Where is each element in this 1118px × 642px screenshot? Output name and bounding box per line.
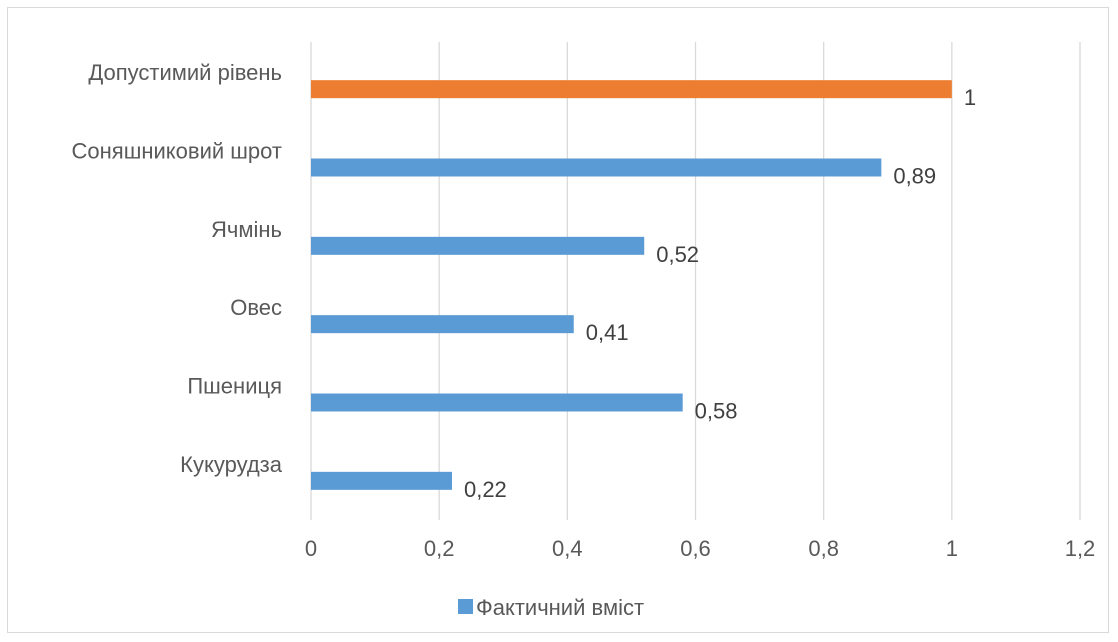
category-label: Овес xyxy=(230,295,282,320)
data-labels: 1 0,89 0,52 0,41 0,58 0,22 xyxy=(464,85,976,502)
category-label: Кукурудза xyxy=(180,452,283,477)
bars xyxy=(311,80,952,490)
category-label: Допустимий рівень xyxy=(88,60,282,85)
bar xyxy=(311,471,452,490)
x-tick-label: 0,8 xyxy=(808,536,839,561)
data-label: 0,58 xyxy=(695,399,738,424)
category-label: Ячмінь xyxy=(211,217,282,242)
x-tick-labels: 0 0,2 0,4 0,6 0,8 1 1,2 xyxy=(305,536,1095,561)
x-tick-label: 1,2 xyxy=(1065,536,1096,561)
data-label: 0,89 xyxy=(893,164,936,189)
category-label: Соняшниковий шрот xyxy=(72,139,282,164)
gridlines xyxy=(310,42,1081,520)
data-label: 0,52 xyxy=(656,242,699,267)
bar xyxy=(311,315,574,334)
x-tick-label: 0,2 xyxy=(424,536,455,561)
bar xyxy=(311,393,683,412)
bar xyxy=(311,158,882,177)
data-label: 1 xyxy=(964,85,976,110)
legend-label: Фактичний вміст xyxy=(476,595,644,620)
category-labels: Допустимий рівень Соняшниковий шрот Ячмінь… xyxy=(72,60,283,477)
legend-swatch xyxy=(458,599,473,614)
x-tick-label: 0,4 xyxy=(552,536,583,561)
x-tick-label: 0,6 xyxy=(680,536,711,561)
legend: Фактичний вміст xyxy=(458,595,644,620)
bar xyxy=(311,236,645,255)
category-label: Пшениця xyxy=(187,374,282,399)
bar xyxy=(311,80,952,99)
data-label: 0,41 xyxy=(586,320,629,345)
x-tick-label: 1 xyxy=(946,536,958,561)
data-label: 0,22 xyxy=(464,477,507,502)
x-tick-label: 0 xyxy=(305,536,317,561)
